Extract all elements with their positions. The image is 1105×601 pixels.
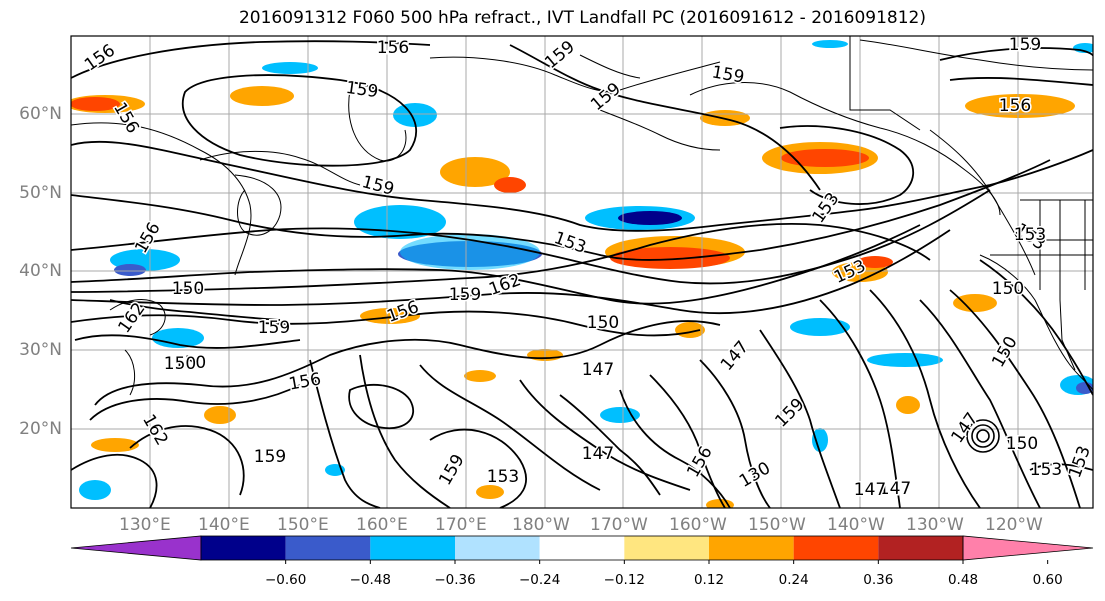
colorbar-cells [70, 535, 1094, 561]
contour-label: 156 [377, 38, 409, 58]
contour-label: 150 [992, 279, 1024, 299]
lon-label-170e: 170°E [435, 515, 487, 535]
contour-label: 159 [449, 285, 481, 305]
colorbar-cell [285, 536, 371, 560]
contour-label: 153 [1030, 460, 1062, 480]
lon-label-160e: 160°E [356, 515, 408, 535]
colorbar-ticks [285, 560, 1049, 564]
contour-label: 150 [174, 353, 206, 373]
colorbar-tick-label: −0.24 [518, 572, 561, 588]
lon-label-160w: 160°W [669, 515, 727, 535]
contour-label: 147 [582, 360, 614, 380]
colorbar-tick-label: −0.36 [434, 572, 476, 588]
colorbar-cell [539, 536, 625, 560]
colorbar-tick-label: −0.12 [603, 572, 646, 588]
colorbar-tick-label: 0.60 [1032, 572, 1063, 588]
colorbar-cell [624, 536, 709, 560]
lon-label-130w: 130°W [906, 515, 964, 535]
coastlines [71, 36, 1093, 396]
gridlines [71, 36, 1093, 508]
contour-label: 147 [582, 444, 614, 464]
lat-label-30n: 30°N [19, 340, 62, 360]
lon-label-170w: 170°W [590, 515, 648, 535]
colorbar-tick-label: −0.48 [349, 572, 392, 588]
contour-label: 150 [164, 354, 196, 374]
contour-label: 153 [1014, 225, 1046, 245]
lat-label-40n: 40°N [19, 261, 62, 281]
colorbar-cell [709, 536, 794, 560]
contour-label: 159 [258, 318, 290, 338]
contour-label: 150 [587, 313, 619, 333]
lon-label-150w: 150°W [748, 515, 806, 535]
map-frame [70, 35, 1094, 509]
lat-label-20n: 20°N [19, 419, 62, 439]
cyclone-rings [966, 419, 1000, 453]
lon-label-140w: 140°W [827, 515, 885, 535]
colorbar-tick-label: 0.12 [693, 572, 725, 588]
colorbar-cell [370, 536, 455, 560]
colorbar [70, 535, 1094, 564]
contour-label: 147 [879, 479, 911, 499]
colorbar-extend-high [962, 535, 1094, 561]
lon-label-130e: 130°E [119, 515, 171, 535]
contour-label: 147 [854, 480, 886, 500]
lat-label-50n: 50°N [19, 183, 62, 203]
lon-label-140e: 140°E [198, 515, 250, 535]
map-title: 2016091312 F060 500 hPa refract., IVT La… [238, 8, 926, 28]
contour-label: 159 [360, 172, 397, 200]
colorbar-cell [878, 536, 963, 560]
colorbar-tick-label: −0.60 [264, 572, 307, 588]
contour-label: 159 [1009, 35, 1041, 55]
colorbar-tick-label: 0.48 [947, 572, 979, 588]
colorbar-tick-label: 0.24 [778, 572, 809, 588]
lon-label-120w: 120°W [985, 515, 1043, 535]
colorbar-cell [793, 536, 879, 560]
contour-label: 159 [254, 447, 286, 467]
colorbar-cell [455, 536, 540, 560]
colorbar-extend-low [70, 535, 202, 561]
lon-label-180w: 180°W [512, 515, 570, 535]
contour-label: 150 [172, 279, 204, 299]
contour-label: 150 [1006, 434, 1038, 454]
lat-label-60n: 60°N [19, 104, 62, 124]
colorbar-outline [200, 535, 964, 561]
colorbar-cell [201, 536, 286, 560]
contour-label: 156 [999, 96, 1031, 116]
contour-label: 153 [487, 467, 519, 487]
lon-label-150e: 150°E [277, 515, 329, 535]
contour-label: 156 [287, 369, 322, 394]
contour-lines [71, 40, 1093, 508]
colorbar-tick-label: 0.36 [863, 572, 894, 588]
